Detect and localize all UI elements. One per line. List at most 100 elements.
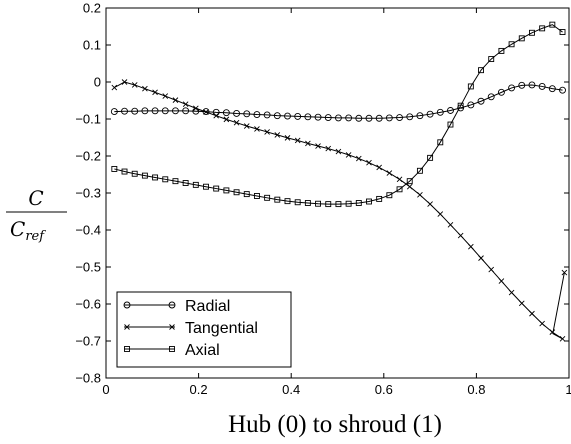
data-point-radial [528,81,536,89]
data-point-axial [488,56,495,63]
series-line-axial [114,24,563,205]
data-point-axial [559,29,566,35]
series-radial [110,81,566,122]
data-point-tangential [213,112,220,119]
data-point-axial [274,196,281,203]
data-point-tangential [315,143,321,149]
data-point-radial [447,107,454,114]
x-axis-ticks: 0 0.2 0.4 0.6 0.8 1 [102,8,571,397]
data-point-tangential [417,192,423,198]
data-point-tangential [142,85,148,92]
data-point-axial [467,83,474,90]
data-point-axial [284,198,291,205]
data-point-tangential [335,148,342,155]
y-tick-label: 0 [94,75,101,90]
data-point-axial [264,194,271,201]
legend-label-axial: Axial [185,342,220,359]
legend-item-tangential: Tangential [124,320,258,337]
data-point-tangential [182,101,189,108]
data-point-radial [396,114,403,121]
data-point-axial [549,21,556,28]
data-point-radial [161,107,169,115]
data-point-axial [203,183,209,190]
series-tangential [111,79,566,342]
data-point-axial [192,181,199,188]
data-point-radial [110,108,118,116]
data-point-axial [315,200,322,207]
x-tick-label: 0.4 [282,382,300,397]
y-tick-label: −0.2 [75,149,101,164]
data-point-radial [304,113,312,121]
series-line-radial [114,84,563,119]
data-point-axial [386,192,393,199]
data-point-axial [243,191,250,198]
data-point-tangential [325,145,332,152]
data-point-radial [406,113,414,121]
data-point-radial [182,107,190,115]
data-point-tangential [152,89,158,96]
data-point-tangential [274,132,281,138]
y-tick-label: −0.3 [75,186,101,201]
data-point-tangential [131,82,138,88]
data-point-radial [487,93,495,101]
data-point-radial [141,107,149,115]
data-point-tangential [386,170,393,176]
series-line-tangential-tail [552,272,565,340]
y-axis-ticks: 0.2 0.1 0 −0.1 −0.2 −0.3 −0.4 −0.5 −0.6 −0.7 −0.8 [75,1,569,386]
x-tick-label: 0.8 [467,382,485,397]
x-tick-label: 1 [565,382,571,397]
data-point-radial [426,110,434,118]
series-tangential-tail [552,269,568,340]
data-point-axial [518,35,525,42]
data-point-axial [131,170,138,177]
data-point-tangential [406,183,413,190]
y-axis-label-denominator-sub: ref [25,229,46,244]
data-point-axial [416,167,423,174]
legend-marker-tangential-end [169,324,175,330]
data-point-tangential [345,152,352,158]
y-tick-label: −0.8 [75,371,101,386]
legend-marker-tangential [124,324,130,330]
legend-item-axial: Axial [124,342,220,359]
x-axis-label: Hub (0) to shroud (1) [228,411,442,438]
legend-marker-radial-end [168,301,176,309]
data-point-radial [508,84,516,92]
data-point-radial [151,107,159,115]
data-point-axial [335,201,342,208]
data-point-tangential [233,119,240,126]
legend-label-radial: Radial [185,298,230,315]
data-point-axial [213,185,220,192]
data-point-tangential [518,300,525,307]
data-point-radial [548,85,556,93]
data-point-radial [365,114,373,122]
data-point-radial [385,114,393,122]
data-point-radial [355,114,363,122]
data-point-tangential [396,176,403,183]
y-tick-label: −0.4 [75,223,101,238]
data-point-radial [324,114,332,121]
data-point-tangential [254,126,260,132]
data-point-radial [171,107,179,115]
data-point-tangential [529,310,535,317]
data-point-radial [131,107,139,115]
data-point-axial [111,165,118,172]
data-point-radial [518,81,526,89]
x-tick-label: 0.2 [190,382,208,397]
data-point-tangential [468,243,474,250]
data-point-radial [233,109,241,117]
data-point-tangential [437,211,444,217]
y-tick-label: 0.2 [83,1,101,16]
data-point-tangential [376,164,382,171]
data-point-axial [406,178,413,185]
data-point-tangential [111,84,118,91]
data-point-axial [366,198,372,205]
data-point-radial [263,111,271,119]
data-point-tangential [498,278,505,284]
series-axial [111,21,566,208]
data-point-radial [314,113,322,121]
y-tick-label: −0.1 [75,112,101,127]
data-point-tangential [355,155,362,162]
data-point-tangential [488,266,495,273]
data-point-axial [233,189,240,196]
data-point-axial [253,193,260,199]
